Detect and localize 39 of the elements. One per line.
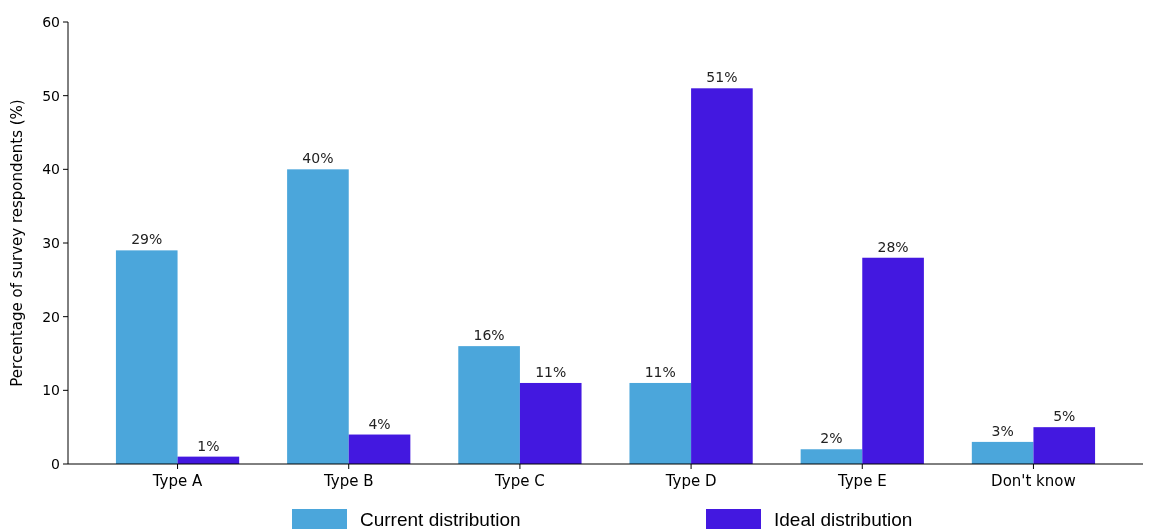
x-tick-label: Don't know bbox=[991, 472, 1076, 490]
data-label: 11% bbox=[644, 363, 676, 380]
data-label: 29% bbox=[131, 231, 163, 248]
y-tick-label: 10 bbox=[42, 382, 60, 399]
y-axis-title: Percentage of survey respondents (%) bbox=[8, 99, 26, 387]
x-tick-label: Type B bbox=[322, 472, 374, 490]
bar bbox=[287, 169, 349, 464]
bar bbox=[115, 250, 178, 464]
y-tick-label: 50 bbox=[42, 87, 60, 104]
y-tick-label: 0 bbox=[51, 455, 60, 472]
y-tick-label: 40 bbox=[42, 161, 60, 178]
bar bbox=[458, 346, 520, 464]
bar bbox=[519, 382, 582, 464]
bar bbox=[800, 449, 863, 464]
data-label: 16% bbox=[473, 327, 505, 344]
bar bbox=[1033, 427, 1096, 464]
x-tick-label: Type A bbox=[151, 472, 204, 490]
legend-label: Ideal distribution bbox=[774, 509, 913, 530]
y-tick-label: 60 bbox=[42, 13, 60, 30]
data-label: 1% bbox=[197, 437, 220, 454]
y-tick-label: 30 bbox=[42, 234, 60, 251]
legend-label: Current distribution bbox=[360, 509, 521, 530]
data-label: 3% bbox=[991, 422, 1014, 439]
x-tick-label: Type E bbox=[836, 472, 887, 490]
bar bbox=[348, 434, 411, 464]
bar bbox=[629, 382, 692, 464]
x-tick-label: Type C bbox=[494, 472, 545, 490]
bar bbox=[862, 257, 924, 464]
y-tick-label: 20 bbox=[42, 308, 60, 325]
data-label: 51% bbox=[706, 69, 738, 86]
data-label: 28% bbox=[877, 238, 909, 255]
data-label: 5% bbox=[1053, 408, 1076, 425]
bar bbox=[971, 441, 1034, 464]
data-label: 2% bbox=[820, 430, 843, 447]
data-label: 4% bbox=[368, 415, 391, 432]
x-tick-label: Type D bbox=[664, 472, 717, 490]
data-label: 40% bbox=[302, 150, 334, 167]
data-label: 11% bbox=[535, 363, 567, 380]
bar bbox=[691, 88, 753, 464]
